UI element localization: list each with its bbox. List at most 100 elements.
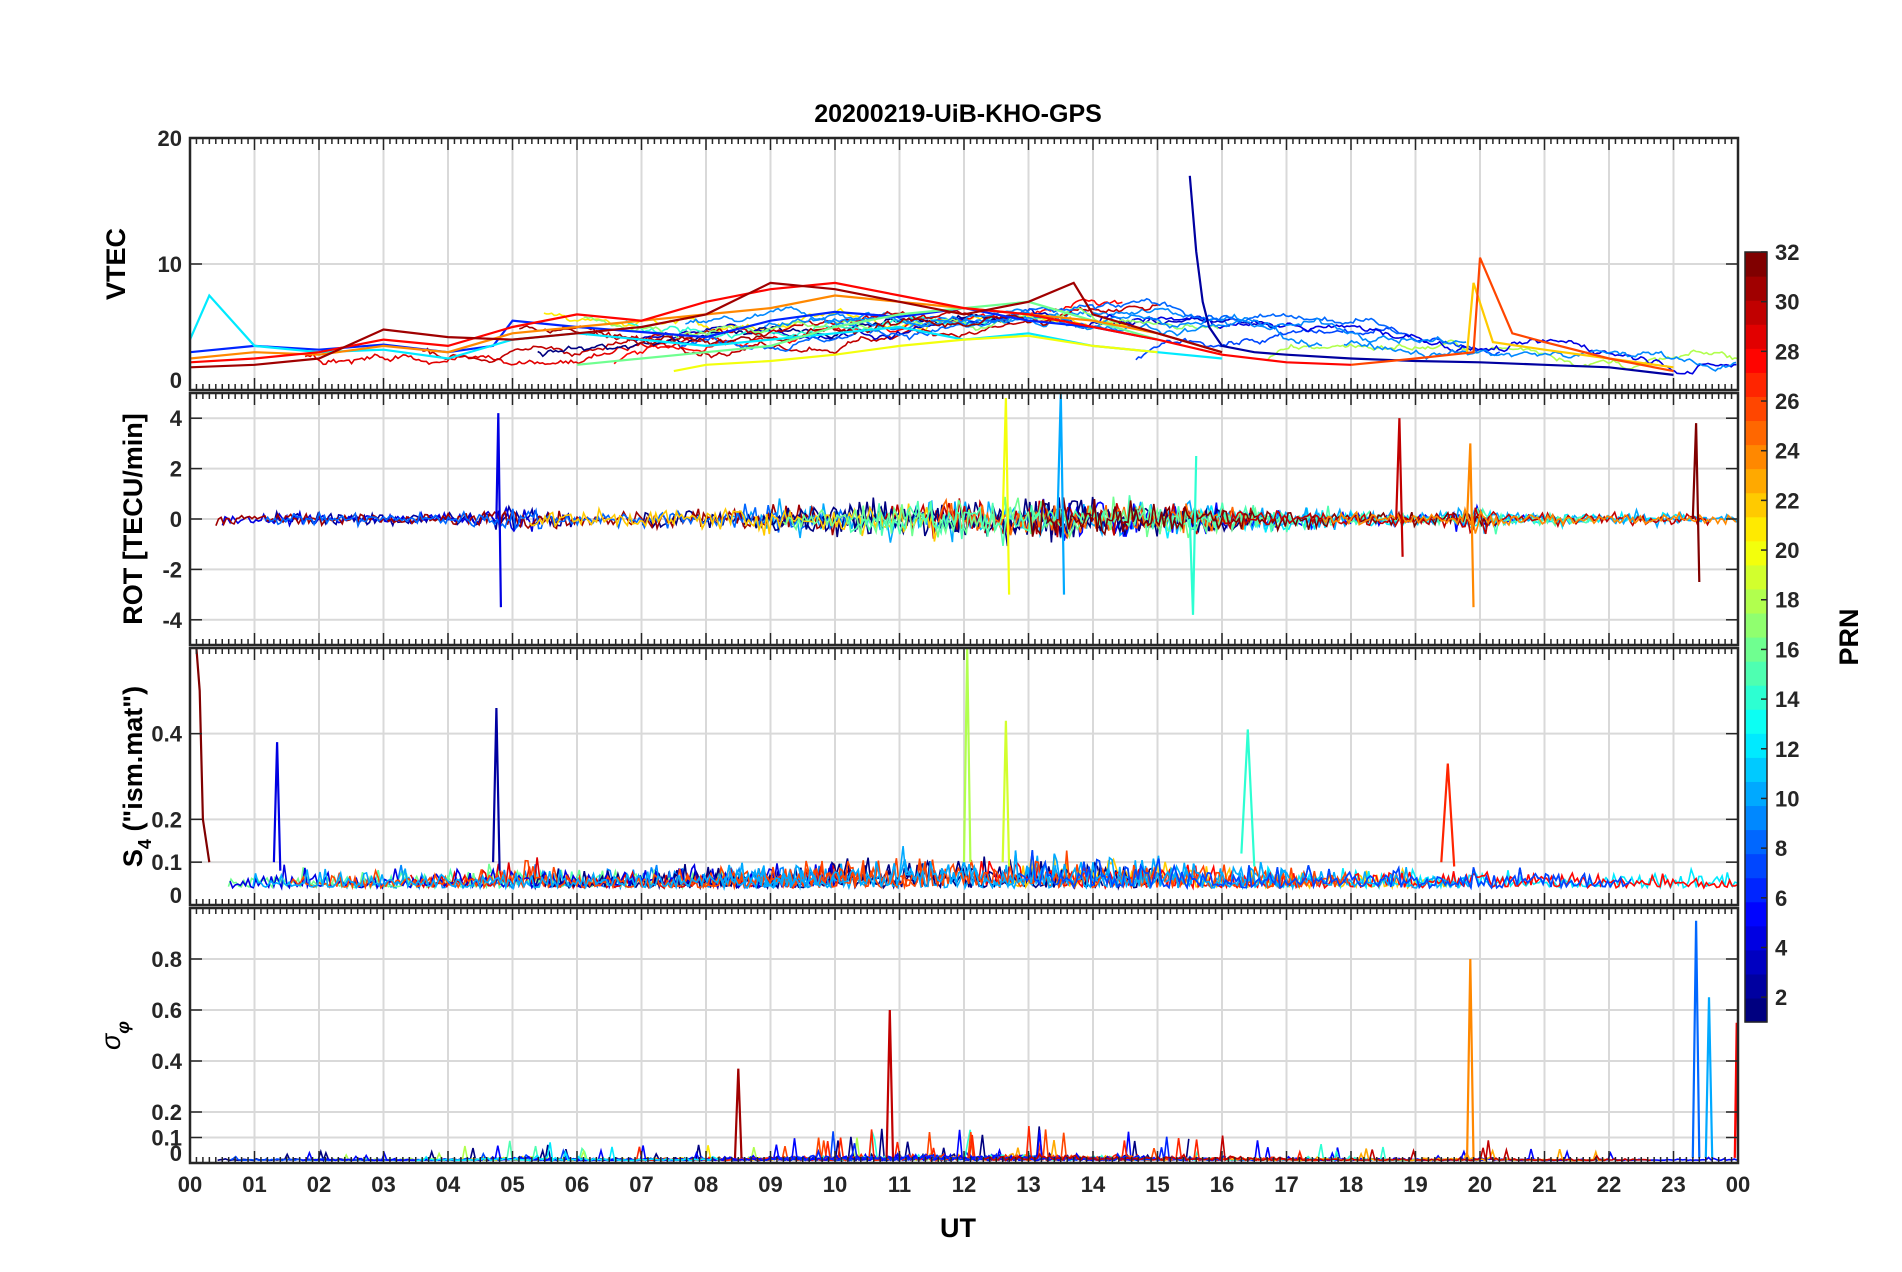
ticks-s4 <box>189 648 1739 906</box>
colorbar-step <box>1745 540 1767 566</box>
x-tick-label: 12 <box>952 1172 976 1197</box>
colorbar-step <box>1745 637 1767 662</box>
colorbar-step <box>1745 973 1767 999</box>
y-axis-label-rot: ROT [TECU/min] <box>118 413 148 624</box>
traces-s4 <box>195 648 1738 891</box>
grid-sigma_phi <box>190 908 1738 1163</box>
y-tick-label: 0 <box>170 883 182 908</box>
colorbar-step <box>1745 588 1767 614</box>
x-tick-label: 18 <box>1339 1172 1363 1197</box>
x-tick-label: 09 <box>758 1172 782 1197</box>
series-prn-16 <box>576 300 1158 366</box>
colorbar-tick-label: 30 <box>1775 290 1799 315</box>
x-tick-label: 21 <box>1532 1172 1556 1197</box>
y-tick-label: -4 <box>162 608 182 633</box>
colorbar-step <box>1745 925 1767 951</box>
y-tick-label: 0.1 <box>151 1126 182 1151</box>
x-tick-label: 00 <box>1726 1172 1750 1197</box>
y-tick-label: 4 <box>170 406 183 431</box>
series-prn-10 <box>1704 997 1714 1158</box>
traces-vtec <box>190 175 1738 376</box>
colorbar-step <box>1745 781 1767 807</box>
ylabel-main: σ <box>96 1032 126 1050</box>
series-prn-19 <box>1001 720 1011 867</box>
series-prn-31 <box>190 281 1223 369</box>
colorbar-tick-label: 20 <box>1775 538 1799 563</box>
x-tick-label: 08 <box>694 1172 718 1197</box>
x-tick-label: 10 <box>823 1172 847 1197</box>
series-prn-8 <box>1691 920 1701 1158</box>
colorbar-step <box>1745 348 1767 373</box>
colorbar-box <box>1744 251 1768 1023</box>
ylabel-main: S <box>118 849 148 867</box>
series-prn-4 <box>272 742 282 871</box>
colorbar-step <box>1745 372 1767 397</box>
x-tick-label: 20 <box>1468 1172 1492 1197</box>
y-tick-label: 20 <box>158 126 182 151</box>
series-prn-12 <box>190 293 1223 360</box>
ticks-sigma_phi <box>189 908 1739 1164</box>
colorbar-step <box>1745 492 1767 518</box>
colorbar-step <box>1745 324 1767 349</box>
x-tick-label: 17 <box>1274 1172 1298 1197</box>
trace-prn-14 <box>625 315 993 340</box>
colorbar-step <box>1745 829 1767 855</box>
colorbar-step <box>1745 276 1767 301</box>
trace-prn-7 <box>1018 850 1632 891</box>
panel-sigma_phi: 00.10.2 0.4 0.6 0.8 σφ <box>96 906 1740 1166</box>
y-tick-label: 0.8 <box>151 947 182 972</box>
colorbar-step <box>1745 997 1767 1023</box>
colorbar-step <box>1745 396 1767 422</box>
grid-s4 <box>190 648 1738 905</box>
y-axis-label-sigma_phi: σφ <box>96 1021 133 1050</box>
colorbar-tick-label: 24 <box>1775 439 1800 464</box>
colorbar-tick-label: 12 <box>1775 737 1799 762</box>
x-tick-label: 11 <box>888 1172 911 1197</box>
y-tick-label: -2 <box>162 557 182 582</box>
x-tick-label: 07 <box>629 1172 653 1197</box>
series-prn-31 <box>733 1068 743 1158</box>
x-tick-label: 14 <box>1081 1172 1106 1197</box>
x-tick-label: 00 <box>178 1172 202 1197</box>
panel-rot: -4 -2 0 2 4 ROT [TECU/min] <box>118 391 1740 647</box>
series-prn-30 <box>1395 418 1404 557</box>
y-tick-label: 2 <box>170 457 182 482</box>
y-tick-label: 0 <box>170 1141 182 1166</box>
colorbar-step <box>1745 661 1767 686</box>
colorbar-tick-label: 26 <box>1775 389 1799 414</box>
chart-title: 20200219-UiB-KHO-GPS <box>814 100 1102 128</box>
x-tick-label: 06 <box>565 1172 589 1197</box>
trace-prn-18 <box>1267 339 1738 370</box>
trace-prn-30 <box>982 1135 1651 1162</box>
series-prn-10 <box>1056 393 1066 595</box>
colorbar-step <box>1745 805 1767 831</box>
colorbar-tick-label: 8 <box>1775 836 1787 861</box>
colorbar-step <box>1745 300 1767 325</box>
y-tick-label: 0.4 <box>151 1049 182 1074</box>
trace-prn-30 <box>422 303 1161 364</box>
x-tick-label: 19 <box>1403 1172 1427 1197</box>
y-tick-label: 0.1 <box>151 850 182 875</box>
colorbar-tick-label: 32 <box>1775 240 1799 265</box>
x-axis-label: UT <box>940 1213 976 1243</box>
series-prn-26 <box>1350 257 1674 373</box>
colorbar-step <box>1745 252 1767 277</box>
series-prn-14 <box>1240 729 1256 867</box>
colorbar-step <box>1745 901 1767 927</box>
trace-prn-4 <box>1093 313 1737 375</box>
y-tick-label: 0.6 <box>151 998 182 1023</box>
trace-prn-24 <box>1322 506 1737 534</box>
series-prn-32 <box>1691 423 1701 583</box>
colorbar-step <box>1745 516 1767 542</box>
series-prn-18 <box>962 648 972 863</box>
colorbar-tick-label: 22 <box>1775 488 1799 513</box>
colorbar-tick-label: 16 <box>1775 637 1799 662</box>
series-prn-6 <box>190 306 1158 354</box>
y-tick-label: 10 <box>158 252 182 277</box>
trace-prn-10 <box>720 850 1290 891</box>
trace-prn-6 <box>769 1136 1227 1162</box>
series-prn-20 <box>673 334 1158 373</box>
series-prn-24 <box>1466 443 1475 608</box>
colorbar-step <box>1745 420 1767 446</box>
